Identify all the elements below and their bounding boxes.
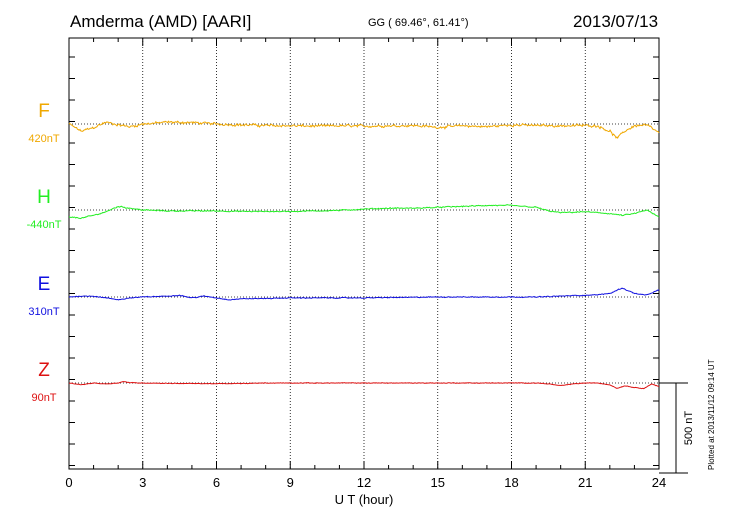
series-group	[68, 120, 660, 390]
series-line-H	[68, 204, 660, 220]
series-line-F	[68, 120, 660, 139]
x-tick-label: 18	[504, 475, 518, 490]
axis-ticks: 0 3 6 9 12 15 18 21 24 U T (hour)	[65, 38, 666, 507]
station-title: Amderma (AMD) [AARI]	[70, 12, 252, 31]
series-baseline-F: 420nT	[28, 133, 59, 145]
series-line-E	[68, 287, 660, 301]
series-baseline-H: -440nT	[27, 219, 62, 231]
x-tick-label: 12	[357, 475, 371, 490]
series-labels: F 420nT H -440nT E 310nT Z 90nT	[27, 101, 62, 404]
x-tick-label: 21	[578, 475, 592, 490]
grid-lines	[69, 38, 659, 469]
x-tick-label: 24	[652, 475, 666, 490]
series-line-Z	[68, 381, 660, 390]
x-tick-label: 15	[431, 475, 445, 490]
series-baseline-Z: 90nT	[31, 392, 56, 404]
series-baseline-E: 310nT	[28, 306, 59, 318]
series-name-Z: Z	[38, 360, 50, 381]
series-name-F: F	[38, 101, 50, 122]
series-name-H: H	[37, 187, 51, 208]
x-axis-label: U T (hour)	[335, 492, 394, 507]
series-name-E: E	[38, 274, 51, 295]
plotted-timestamp: Plotted at 2013/11/12 09:14 UT	[707, 359, 716, 470]
scale-bar-label: 500 nT	[683, 411, 695, 446]
x-tick-label: 3	[139, 475, 146, 490]
x-tick-label: 6	[213, 475, 220, 490]
scale-bar: 500 nT	[659, 382, 695, 474]
x-tick-label: 9	[287, 475, 294, 490]
coords-label: GG ( 69.46°, 61.41°)	[368, 17, 469, 29]
x-tick-label: 0	[65, 475, 72, 490]
date-label: 2013/07/13	[573, 12, 659, 31]
